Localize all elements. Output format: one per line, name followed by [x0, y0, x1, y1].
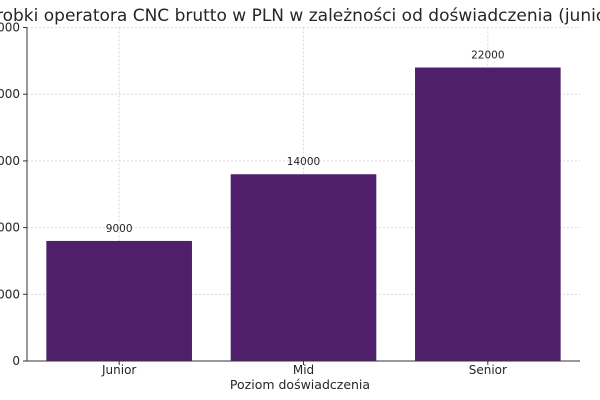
x-tick-label: Mid	[293, 363, 314, 377]
bar-senior	[415, 67, 561, 362]
bar-junior	[46, 240, 192, 361]
bars: 9000 14000 22000	[46, 50, 561, 362]
x-tick-label: Senior	[469, 363, 507, 377]
chart-title: robki operatora CNC brutto w PLN w zależ…	[0, 6, 600, 26]
data-label: 22000	[471, 50, 504, 62]
data-label: 14000	[287, 156, 320, 168]
bar-mid	[230, 174, 377, 361]
axes	[23, 27, 580, 365]
x-tick-label: Junior	[101, 363, 136, 377]
y-tick-label: 000	[0, 21, 20, 35]
x-tick-labels: Junior Mid Senior	[101, 363, 507, 377]
y-tick-label: 000	[0, 287, 20, 301]
y-tick-label: 000	[0, 154, 20, 168]
y-tick-label: 000	[0, 221, 20, 235]
x-axis-label: Poziom doświadczenia	[230, 377, 370, 392]
y-tick-label: 0	[12, 354, 20, 368]
y-tick-label: 000	[0, 87, 20, 101]
data-label: 9000	[106, 223, 133, 235]
